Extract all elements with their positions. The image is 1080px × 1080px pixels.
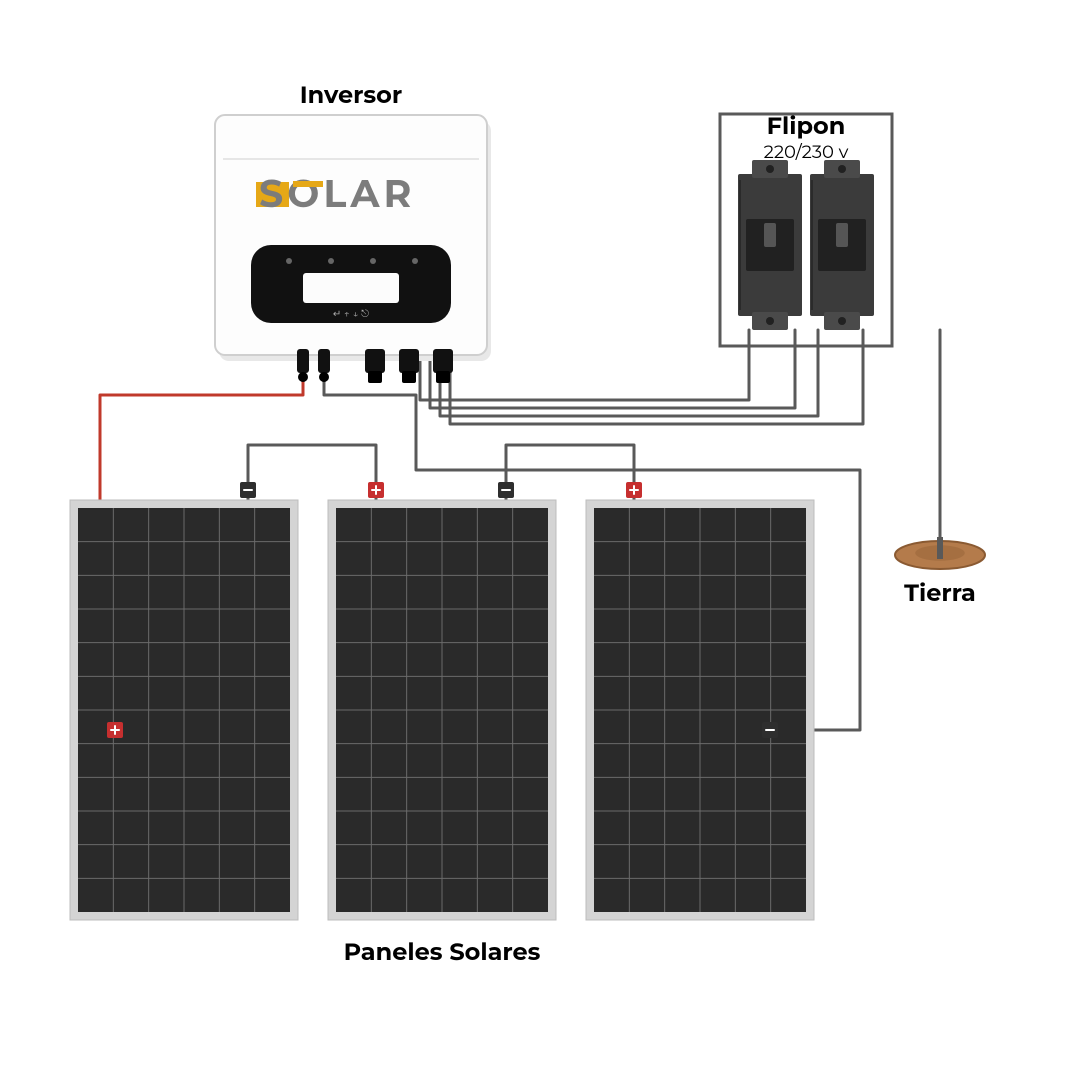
solar-panels: Paneles Solares — [70, 500, 814, 967]
svg-text:↵ ↑ ↓ ⎋: ↵ ↑ ↓ ⎋ — [333, 307, 369, 320]
breaker-box: Flipon220/230 v — [720, 112, 892, 346]
solar-panel — [70, 500, 298, 920]
inverter: Inversor SOLAR ↵ ↑ ↓ ⎋ — [215, 81, 491, 383]
breaker-subtitle: 220/230 v — [764, 141, 849, 163]
breaker-title: Flipon — [767, 112, 846, 141]
wire-p1neg-p2pos-top — [248, 445, 376, 500]
inverter-brand: SOLAR — [259, 170, 415, 217]
solar-panel — [586, 500, 814, 920]
ground-label: Tierra — [904, 579, 976, 608]
ground: Tierra — [895, 537, 985, 608]
inverter-label: Inversor — [300, 81, 403, 110]
solar-wiring-diagram: Inversor SOLAR ↵ ↑ ↓ ⎋ Flipon220/230 v Tierr… — [0, 0, 1080, 1080]
solar-panel — [328, 500, 556, 920]
panels-label: Paneles Solares — [344, 938, 541, 967]
wire-ac-d — [450, 330, 863, 424]
wire-p2neg-p3pos-top — [506, 445, 634, 500]
wire-ac-c — [440, 330, 818, 416]
